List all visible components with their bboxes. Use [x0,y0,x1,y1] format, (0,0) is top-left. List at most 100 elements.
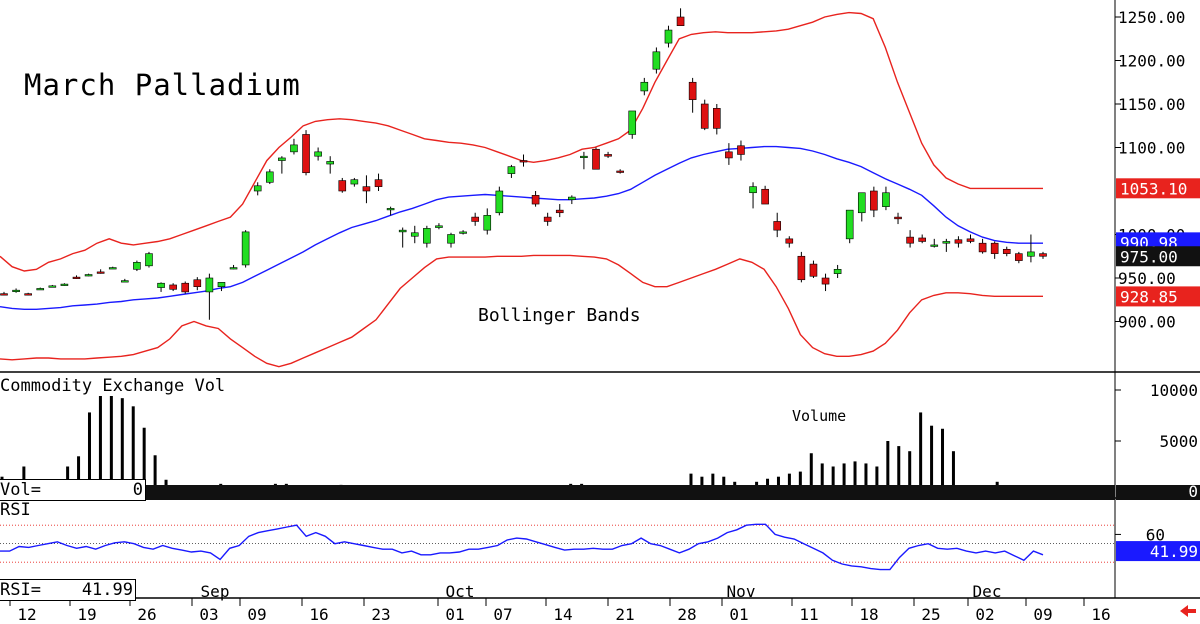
candle-body-down [0,293,8,296]
candle-body-down [821,277,830,285]
candle-body-up [278,157,286,161]
volume-bar [700,476,704,492]
day-label: 23 [371,605,390,624]
day-label: 11 [799,605,818,624]
candle-body-up [145,253,153,267]
candle-body-up [568,196,576,200]
candle [918,234,926,244]
volume-bar [941,428,945,492]
price-candles [0,8,1047,320]
price-marker-upper-band [1116,178,1200,199]
candle-body-down [531,195,540,205]
candle [531,191,540,207]
candle [169,283,177,292]
month-label: Sep [201,582,230,601]
candle [700,99,709,131]
candle [338,177,347,193]
candle-body-down [906,236,914,244]
candle [857,192,866,222]
day-label: 01 [445,605,464,624]
volume-pane-label: Commodity Exchange Vol [0,376,226,396]
candle [229,264,238,270]
candle [435,223,443,230]
candle-body-up [398,229,407,233]
chart-grid [0,524,1115,563]
rsi-line [0,523,1044,571]
candle [1027,234,1035,263]
volume-bar [131,406,135,492]
candle [471,212,479,226]
bollinger-lower-band [0,254,1043,368]
candle [36,287,45,291]
candle-body-down [338,180,347,192]
candle-body-up [229,267,238,270]
candle-body-down [966,238,975,242]
candle-body-up [217,282,226,288]
candle-body-down [797,255,806,281]
price-marker-last-price [1116,246,1200,267]
month-label: Nov [727,582,756,601]
candle-body-down [978,242,987,253]
volume-annotation: Volume [792,407,847,425]
candle-body-down [737,145,745,155]
candle [350,177,359,187]
candle [278,156,286,174]
candle-body-down [870,190,878,211]
volume-readout: Vol= 0 [0,479,146,501]
volume-marker-strip [0,485,1115,500]
candle-body-down [761,188,769,205]
price-marker-lower-band [1116,286,1200,307]
candle-body-up [326,161,334,165]
volume-bar [711,473,715,492]
candle-body-up [60,283,69,286]
candle [580,151,588,170]
candle-body-down [362,186,371,192]
candle [833,264,842,278]
month-label: Oct [446,582,475,601]
rsi-readout-value: 41.99 [81,580,133,600]
volume-bar [798,471,802,492]
volume-bar [875,466,879,492]
candle-body-down [471,216,479,222]
volume-bar [153,455,157,492]
candle [374,173,383,191]
candle [410,225,419,244]
candle [241,230,250,268]
candle-body-down [1039,253,1047,257]
candle [713,104,721,135]
candle [894,212,902,225]
candle-body-down [616,170,624,173]
candle [290,138,298,155]
volume-tick-label: 5000 [1159,432,1198,451]
candle-body-up [157,282,165,288]
candle-body-up [882,192,890,207]
candle [72,275,81,279]
volume-bar [809,453,813,492]
volume-bar [853,461,857,492]
candle-body-up [314,151,322,157]
volume-marker-label: 0 [1188,482,1198,501]
price-tick-label: 1200.00 [1118,52,1185,71]
chart-title: March Palladium [24,68,301,102]
candle [761,185,769,205]
candle [555,204,564,218]
candle-body-up [121,280,129,283]
candle-body-down [374,179,383,187]
candle-body-down [918,237,926,242]
day-label: 07 [493,605,512,624]
candle-body-down [519,160,528,163]
price-marker-label: 928.85 [1120,287,1178,306]
day-label: 28 [677,605,696,624]
volume-bar [831,466,835,492]
candle-body-down [604,154,612,157]
candle [181,281,190,294]
candle-body-down [894,216,902,220]
volume-bar [897,446,901,492]
bollinger-middle-band [0,145,1043,310]
candle-body-up [857,192,866,214]
candle-body-up [410,232,419,237]
rsi-readout: RSI= 41.99 [0,579,136,601]
day-label: 03 [199,605,218,624]
volume-bar [109,395,113,492]
price-tick-label: 900.00 [1118,313,1176,332]
